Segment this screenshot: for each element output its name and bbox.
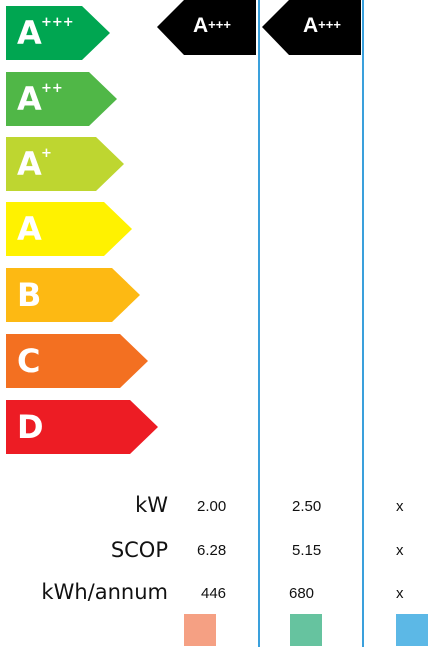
rating-label: A+++ (193, 14, 231, 38)
rating-label: A+++ (303, 14, 341, 38)
energy-class-arrow-a3: A +++ (6, 6, 110, 60)
class-superscript: + (41, 146, 52, 161)
energy-class-arrow-a2: A ++ (6, 72, 117, 126)
product-rating-arrow-2: A+++ (262, 0, 361, 55)
product-3-kw: x (396, 498, 404, 515)
row-label-kwh-annum: kWh/annum (41, 580, 168, 604)
class-superscript: ++ (41, 81, 63, 96)
arrow-shape (6, 72, 117, 126)
product-1-scop: 6.28 (197, 542, 227, 559)
product-3-scop: x (396, 542, 404, 559)
product-rating-arrow-1: A+++ (157, 0, 256, 55)
arrow-shape (6, 6, 110, 60)
column-divider-1 (258, 0, 260, 647)
product-3-kwh-annum: x (396, 585, 404, 602)
product-1-kw: 2.00 (197, 498, 227, 515)
product-2-kw: 2.50 (292, 498, 322, 515)
rating-arrow-shape (262, 0, 361, 55)
product-1-color-swatch[interactable] (184, 614, 216, 646)
class-letter: A (17, 145, 42, 183)
row-label-scop: SCOP (110, 538, 168, 562)
class-superscript: +++ (41, 15, 74, 30)
class-letter: A (17, 14, 42, 52)
arrow-shape (6, 202, 132, 256)
product-1-kwh-annum: 446 (201, 585, 227, 602)
energy-class-arrow-c: C (6, 334, 148, 388)
class-letter: C (17, 342, 41, 380)
rating-letter: A (303, 14, 319, 37)
rating-superscript: +++ (208, 17, 231, 32)
row-label-kw: kW (135, 493, 168, 517)
arrow-shape (6, 334, 148, 388)
class-letter: A (17, 210, 42, 248)
energy-class-arrow-a: A (6, 202, 132, 256)
product-2-kwh-annum: 680 (289, 585, 315, 602)
rating-superscript: +++ (318, 17, 341, 32)
arrow-shape (6, 137, 124, 191)
energy-class-arrow-d: D (6, 400, 158, 454)
product-3-color-swatch[interactable] (396, 614, 428, 646)
class-letter: D (17, 408, 44, 446)
energy-class-arrow-a1: A + (6, 137, 124, 191)
rating-arrow-shape (157, 0, 256, 55)
arrow-shape (6, 400, 158, 454)
rating-letter: A (193, 14, 209, 37)
class-letter: B (17, 276, 42, 314)
energy-class-arrow-b: B (6, 268, 140, 322)
product-2-scop: 5.15 (292, 542, 322, 559)
arrow-shape (6, 268, 140, 322)
column-divider-2 (362, 0, 364, 647)
class-letter: A (17, 80, 42, 118)
product-2-color-swatch[interactable] (290, 614, 322, 646)
